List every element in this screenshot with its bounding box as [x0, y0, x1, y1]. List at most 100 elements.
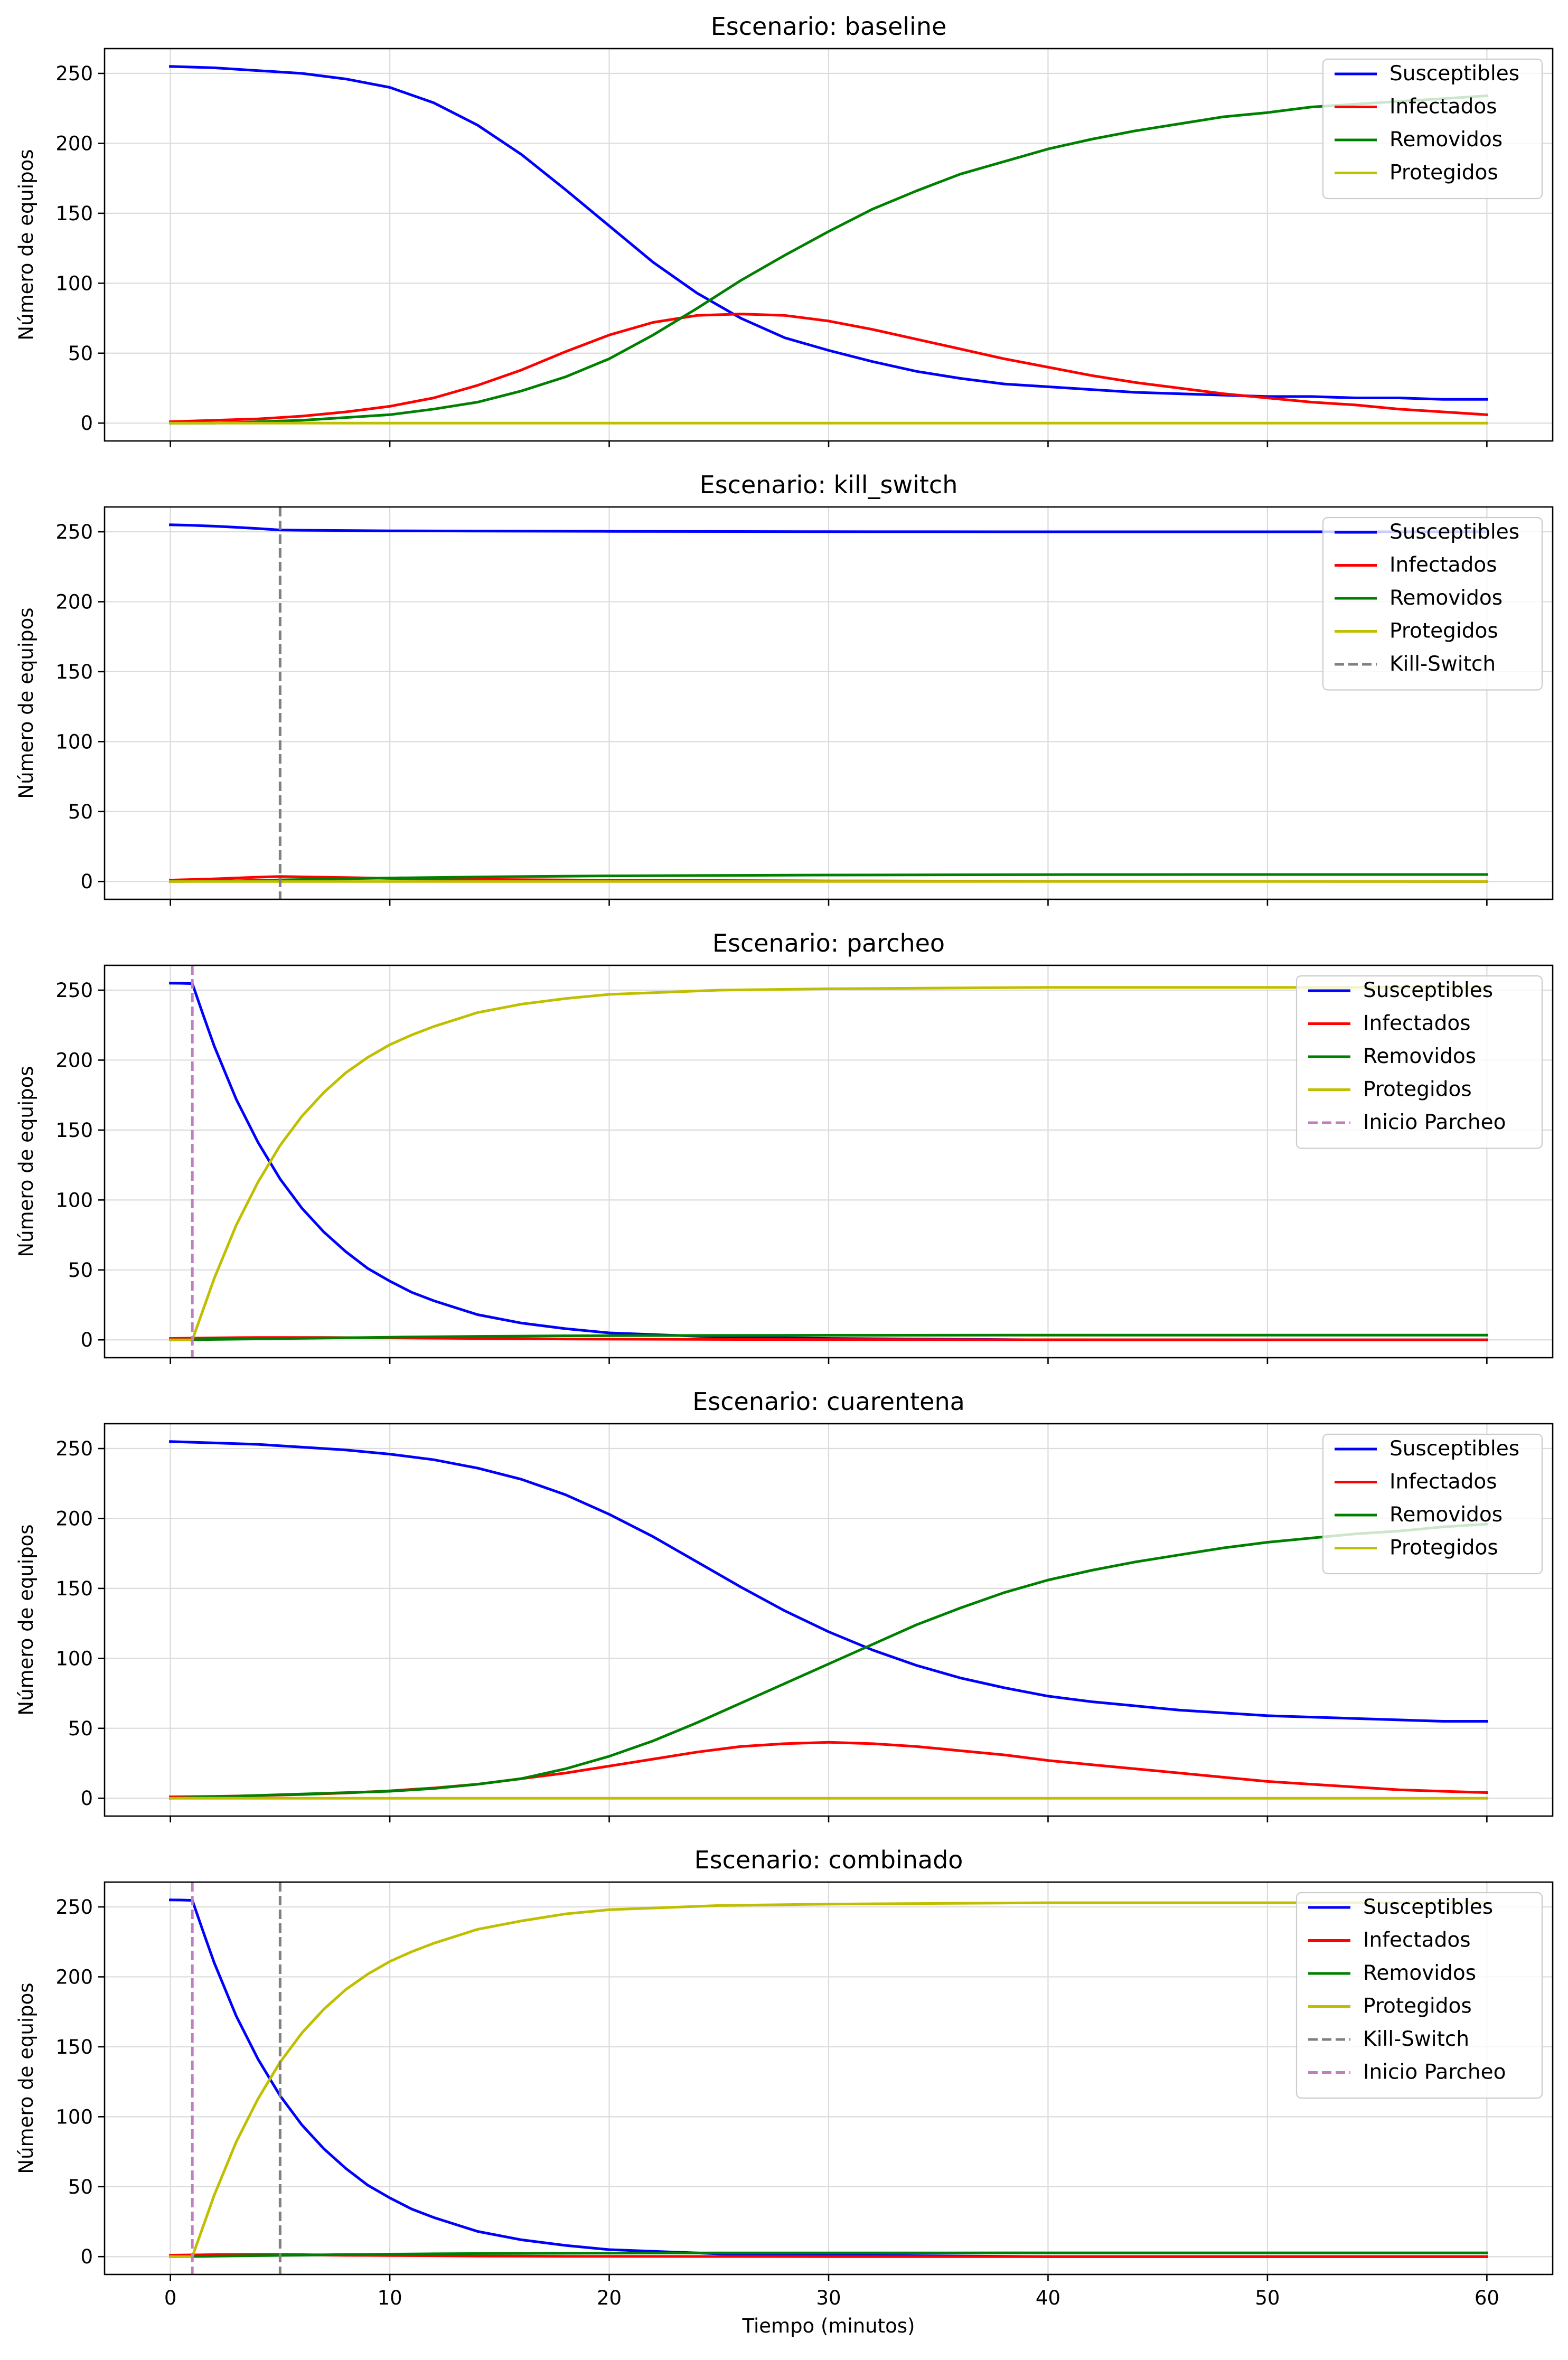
panel-title: Escenario: cuarentena	[692, 1387, 965, 1416]
y-tick-label: 50	[68, 2176, 93, 2198]
y-tick-label: 0	[80, 412, 93, 435]
x-tick-label: 10	[378, 2287, 402, 2309]
y-tick-label: 250	[55, 979, 93, 1002]
y-tick-label: 100	[55, 272, 93, 295]
series-line-removidos	[169, 1522, 1489, 1800]
panel-title: Escenario: parcheo	[712, 929, 945, 957]
y-tick-label: 50	[68, 1717, 93, 1740]
x-tick-label: 50	[1255, 2287, 1280, 2309]
panel-title: Escenario: baseline	[711, 12, 947, 41]
legend-label-kill-switch: Kill-Switch	[1363, 2027, 1469, 2051]
legend-label-susceptibles: Susceptibles	[1389, 520, 1519, 544]
plot-area	[169, 1440, 1489, 1800]
y-tick-label: 150	[55, 1577, 93, 1600]
legend-box	[1295, 1892, 1543, 2099]
y-axis-label: Número de equipos	[15, 1066, 37, 1257]
y-tick-label: 250	[55, 1896, 93, 1919]
y-tick-label: 100	[55, 1189, 93, 1211]
y-tick-label: 200	[55, 132, 93, 155]
series-line-removidos	[169, 94, 1489, 425]
legend: Susceptibles Infectados Removidos Protegido…	[1322, 1433, 1543, 1575]
y-tick-label: 150	[55, 661, 93, 683]
legend-box	[1322, 516, 1543, 691]
chart-panel-combinado: 0 50 100 150 200 250 0 10 20 30 40 50 60 Escenario: c…	[15, 1846, 1554, 2337]
legend-label-protegidos: Protegidos	[1363, 1995, 1472, 2018]
y-tick-label: 200	[55, 1966, 93, 1988]
panel-title: Escenario: combinado	[694, 1846, 963, 1874]
legend-label-removidos: Removidos	[1389, 586, 1503, 610]
legend-label-inicio-parcheo: Inicio Parcheo	[1363, 2061, 1506, 2084]
plot-area	[169, 1882, 1488, 2274]
x-tick-label: 30	[816, 2287, 841, 2309]
series-line-susceptibles	[169, 65, 1488, 401]
legend-label-susceptibles: Susceptibles	[1363, 1895, 1493, 1919]
x-tick-label: 20	[597, 2287, 622, 2309]
y-tick-label: 150	[55, 1119, 93, 1142]
y-tick-label: 200	[55, 1049, 93, 1071]
y-tick-label: 150	[55, 202, 93, 225]
y-tick-label: 0	[80, 870, 93, 893]
y-axis-label: Número de equipos	[15, 607, 37, 798]
series-line-removidos	[169, 1333, 1488, 1341]
legend-label-infectados: Infectados	[1389, 553, 1497, 577]
y-tick-label: 200	[55, 1507, 93, 1530]
legend-label-susceptibles: Susceptibles	[1363, 979, 1493, 1002]
chart-panel-cuarentena: 0 50 100 150 200 250 Escenario: cuarentena Núme…	[15, 1387, 1554, 1822]
legend-label-protegidos: Protegidos	[1363, 1078, 1472, 1102]
legend: Susceptibles Infectados Removidos Protegido…	[1322, 516, 1543, 691]
y-tick-label: 50	[68, 1259, 93, 1282]
y-tick-label: 100	[55, 2105, 93, 2128]
legend-box	[1322, 58, 1543, 200]
y-tick-label: 250	[55, 62, 93, 85]
x-tick-label: 40	[1036, 2287, 1060, 2309]
legend: Susceptibles Infectados Removidos Protegido…	[1295, 975, 1543, 1149]
series-line-susceptibles	[169, 1440, 1488, 1723]
y-tick-label: 0	[80, 1329, 93, 1351]
x-axis-label: Tiempo (minutos)	[742, 2315, 915, 2337]
y-tick-label: 250	[55, 1437, 93, 1460]
panel-title: Escenario: kill_switch	[700, 471, 958, 499]
y-axis-label: Número de equipos	[15, 1524, 37, 1715]
y-axis-label: Número de equipos	[15, 1982, 37, 2174]
series-line-protegidos	[169, 1901, 1488, 2258]
plot-area	[169, 65, 1489, 425]
x-tick-label: 0	[164, 2287, 177, 2309]
legend-label-removidos: Removidos	[1389, 128, 1503, 152]
y-tick-label: 50	[68, 801, 93, 823]
legend-label-protegidos: Protegidos	[1389, 1536, 1498, 1560]
series-line-protegidos	[169, 986, 1488, 1341]
legend-box	[1295, 975, 1543, 1149]
chart-panel-kill-switch: 0 50 100 150 200 250 Escenario: kill_switch Núm…	[15, 471, 1554, 906]
y-tick-label: 100	[55, 730, 93, 753]
legend-label-inicio-parcheo: Inicio Parcheo	[1363, 1111, 1506, 1134]
legend-box	[1322, 1433, 1543, 1575]
y-tick-label: 200	[55, 590, 93, 613]
plot-area	[169, 507, 1488, 899]
plot-area	[169, 965, 1488, 1358]
legend-label-susceptibles: Susceptibles	[1389, 62, 1519, 86]
legend: Susceptibles Infectados Removidos Protegido…	[1295, 1892, 1543, 2099]
x-tick-label: 60	[1475, 2287, 1499, 2309]
legend-label-infectados: Infectados	[1389, 1470, 1497, 1494]
series-line-removidos	[169, 2251, 1488, 2258]
legend-label-infectados: Infectados	[1363, 1929, 1471, 1952]
legend-label-protegidos: Protegidos	[1389, 619, 1498, 643]
y-tick-label: 0	[80, 1787, 93, 1810]
y-tick-label: 150	[55, 2036, 93, 2058]
legend-label-infectados: Infectados	[1363, 1012, 1471, 1036]
chart-panel-baseline: 0 50 100 150 200 250 Escenario: baseline Número…	[15, 12, 1554, 447]
y-tick-label: 250	[55, 521, 93, 543]
y-tick-label: 100	[55, 1647, 93, 1670]
legend-label-infectados: Infectados	[1389, 95, 1497, 119]
series-line-susceptibles	[169, 982, 1488, 1341]
legend-label-removidos: Removidos	[1389, 1503, 1503, 1527]
legend-label-removidos: Removidos	[1363, 1045, 1476, 1068]
chart-panel-parcheo: 0 50 100 150 200 250 Escenario: parcheo Número …	[15, 929, 1554, 1364]
y-tick-label: 0	[80, 2245, 93, 2268]
series-line-susceptibles	[169, 523, 1488, 533]
y-tick-label: 50	[68, 342, 93, 365]
y-axis-label: Número de equipos	[15, 149, 37, 340]
series-line-infectados	[169, 313, 1489, 424]
